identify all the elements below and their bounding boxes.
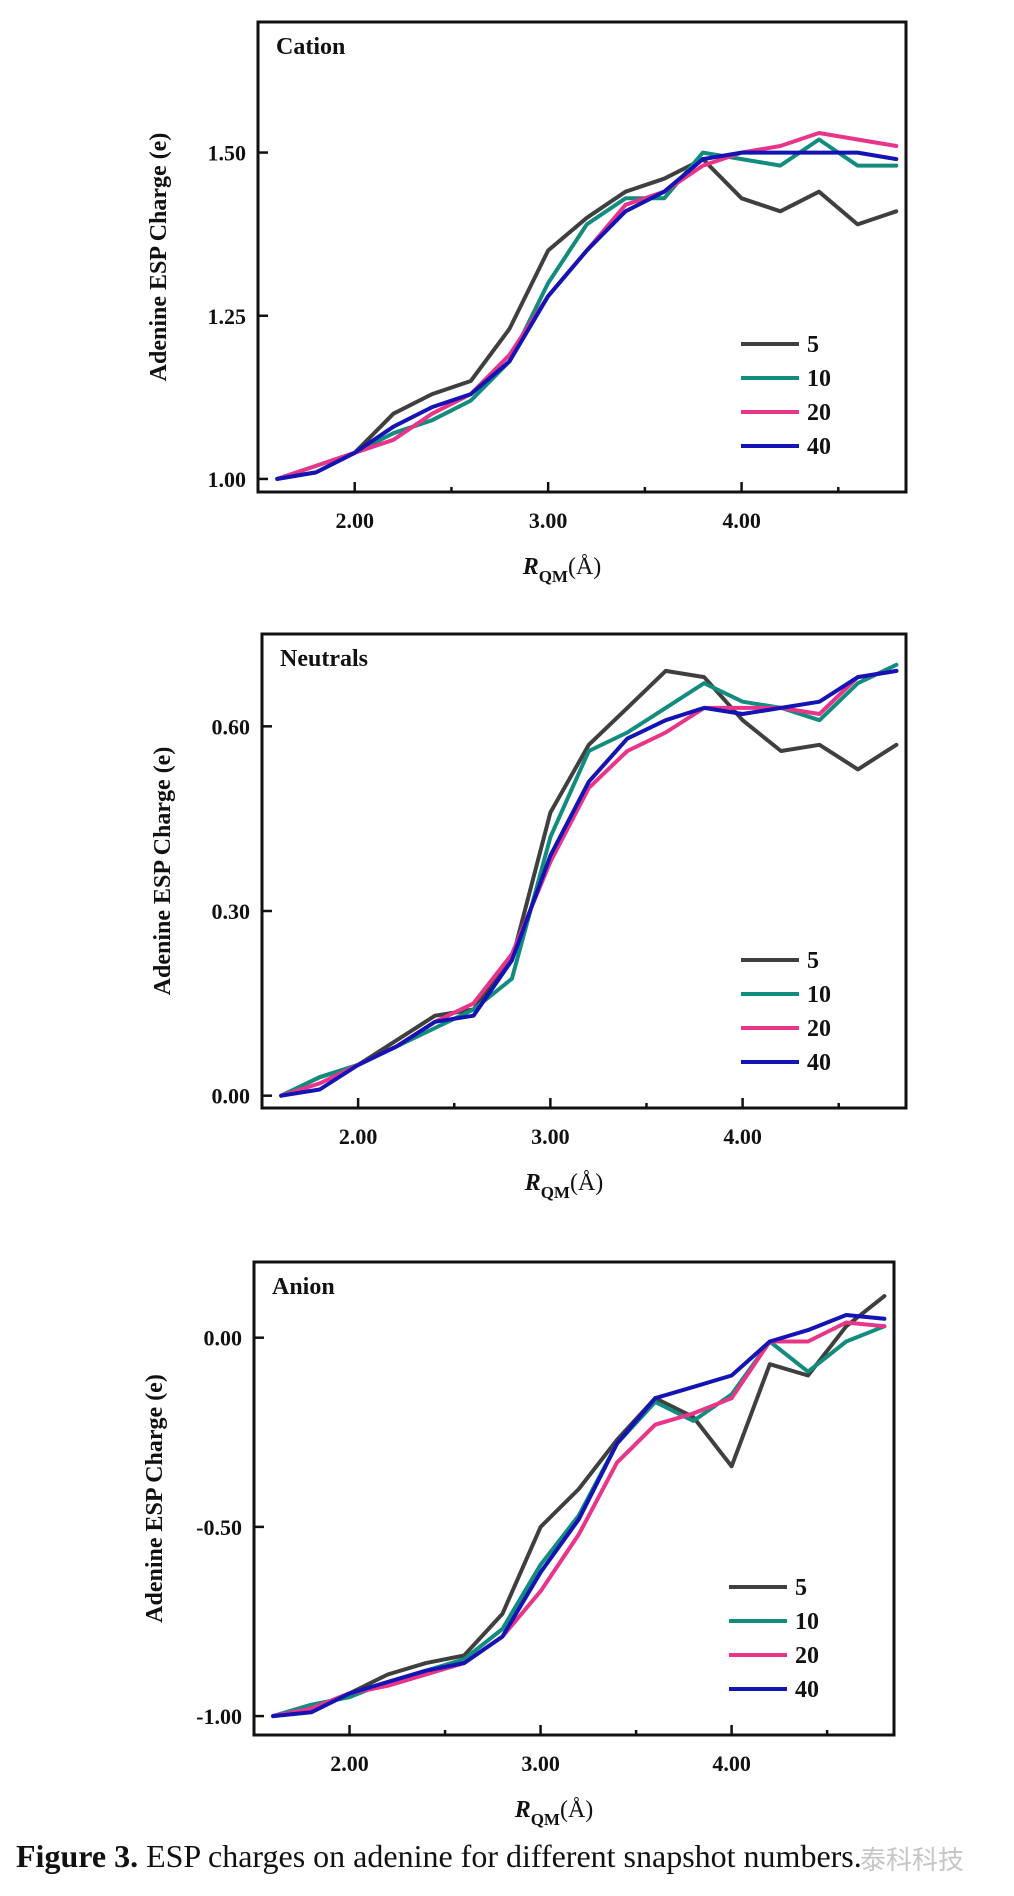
- legend-label-40: 40: [795, 1677, 819, 1703]
- watermark-text: 泰科科技: [860, 1846, 965, 1876]
- y-tick-label: 1.25: [208, 304, 247, 329]
- legend-label-20: 20: [807, 1016, 831, 1042]
- series-line-5: [279, 668, 899, 1098]
- x-axis-label-main: R: [514, 1797, 531, 1823]
- figure-caption: Figure 3. ESP charges on adenine for dif…: [16, 1838, 1006, 1875]
- series-line-10: [275, 137, 899, 481]
- x-axis-label-main: R: [524, 1170, 541, 1196]
- legend-label-5: 5: [795, 1575, 807, 1601]
- x-tick-label: 3.00: [529, 508, 568, 533]
- x-tick-label: 2.00: [335, 508, 374, 533]
- y-tick-label: 0.00: [212, 1084, 251, 1109]
- series-line-20: [279, 668, 899, 1098]
- chart-panel-anion: Anion 2.00 3.00 4.00 -1.00 -0.50 0.00 Adenine E…: [142, 1260, 896, 1829]
- x-tick-label: 3.00: [531, 1124, 570, 1149]
- x-axis-label-unit: (Å): [570, 1170, 603, 1196]
- x-axis-label-main: R: [522, 554, 539, 580]
- series-line-40: [275, 150, 899, 481]
- x-axis-label: RQM(Å): [514, 1797, 594, 1829]
- x-axis-label-unit: (Å): [568, 554, 601, 580]
- caption-text: ESP charges on adenine for different sna…: [138, 1838, 862, 1874]
- series-line-5: [275, 157, 899, 481]
- y-tick-label: 1.50: [208, 141, 247, 166]
- legend-label-40: 40: [807, 434, 831, 460]
- series-line-20: [275, 131, 899, 481]
- legend-label-20: 20: [795, 1643, 819, 1669]
- legend-label-40: 40: [807, 1050, 831, 1076]
- x-axis-label: RQM(Å): [522, 554, 602, 586]
- series-line-40: [279, 668, 899, 1098]
- series-line-10: [279, 662, 899, 1098]
- legend-label-20: 20: [807, 400, 831, 426]
- y-axis-label: Adenine ESP Charge (e): [142, 1374, 168, 1623]
- legend-label-5: 5: [807, 948, 819, 974]
- y-tick-label: -0.50: [196, 1515, 242, 1540]
- panel-title: Cation: [276, 34, 345, 60]
- chart-panel-cation: Cation 2.00 3.00 4.00 1.00 1.25 1.50 Adenine ES…: [146, 20, 908, 586]
- y-axis-label: Adenine ESP Charge (e): [150, 747, 176, 996]
- x-axis-label-sub: QM: [531, 1810, 560, 1829]
- legend-label-10: 10: [795, 1609, 819, 1635]
- plot-frame: [252, 1260, 896, 1737]
- x-axis-label: RQM(Å): [524, 1170, 604, 1202]
- chart-panel-neutrals: Neutrals 2.00 3.00 4.00 0.00 0.30 0.60 Adenine …: [150, 632, 908, 1202]
- x-tick-label: 3.00: [521, 1751, 560, 1776]
- plot-frame: [256, 20, 908, 494]
- panel-title: Neutrals: [280, 646, 368, 672]
- y-tick-label: 0.00: [204, 1326, 243, 1351]
- caption-label: Figure 3.: [16, 1838, 139, 1874]
- legend-label-10: 10: [807, 366, 831, 392]
- y-tick-label: 0.60: [212, 714, 251, 739]
- series-line-20: [271, 1320, 887, 1719]
- x-axis-label-unit: (Å): [560, 1797, 593, 1823]
- legend-label-5: 5: [807, 332, 819, 358]
- x-tick-label: 4.00: [722, 508, 761, 533]
- x-axis-label-sub: QM: [539, 567, 568, 586]
- x-axis-label-sub: QM: [541, 1183, 570, 1202]
- x-tick-label: 4.00: [712, 1751, 751, 1776]
- legend-label-10: 10: [807, 982, 831, 1008]
- y-tick-label: 0.30: [212, 899, 251, 924]
- y-tick-label: -1.00: [196, 1704, 242, 1729]
- y-tick-label: 1.00: [208, 467, 247, 492]
- x-tick-label: 2.00: [330, 1751, 369, 1776]
- y-axis-label: Adenine ESP Charge (e): [146, 133, 172, 382]
- plot-frame: [260, 632, 908, 1110]
- x-tick-label: 2.00: [339, 1124, 378, 1149]
- x-tick-label: 4.00: [723, 1124, 762, 1149]
- series-line-40: [271, 1313, 887, 1719]
- series-line-5: [271, 1294, 887, 1719]
- panel-title: Anion: [272, 1274, 335, 1300]
